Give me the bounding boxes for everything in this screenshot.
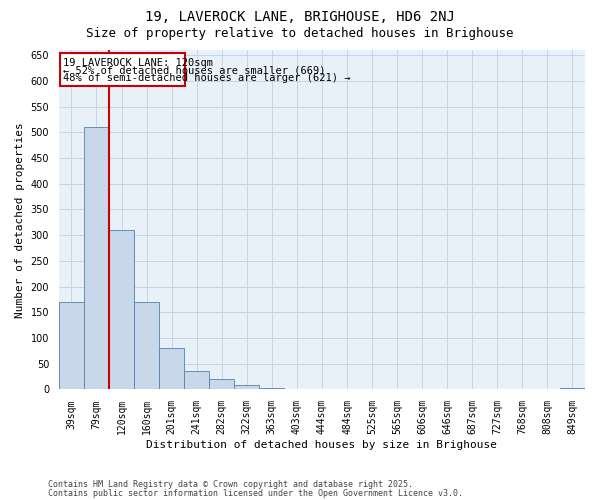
Text: 19, LAVEROCK LANE, BRIGHOUSE, HD6 2NJ: 19, LAVEROCK LANE, BRIGHOUSE, HD6 2NJ bbox=[145, 10, 455, 24]
FancyBboxPatch shape bbox=[60, 52, 185, 86]
Text: Size of property relative to detached houses in Brighouse: Size of property relative to detached ho… bbox=[86, 28, 514, 40]
Text: Contains HM Land Registry data © Crown copyright and database right 2025.: Contains HM Land Registry data © Crown c… bbox=[48, 480, 413, 489]
Bar bbox=[159, 348, 184, 390]
Bar bbox=[234, 386, 259, 390]
Bar bbox=[134, 302, 159, 390]
Bar bbox=[59, 302, 84, 390]
Bar bbox=[209, 379, 234, 390]
X-axis label: Distribution of detached houses by size in Brighouse: Distribution of detached houses by size … bbox=[146, 440, 497, 450]
Text: 48% of semi-detached houses are larger (621) →: 48% of semi-detached houses are larger (… bbox=[62, 73, 350, 83]
Y-axis label: Number of detached properties: Number of detached properties bbox=[15, 122, 25, 318]
Text: Contains public sector information licensed under the Open Government Licence v3: Contains public sector information licen… bbox=[48, 488, 463, 498]
Text: ← 52% of detached houses are smaller (669): ← 52% of detached houses are smaller (66… bbox=[62, 66, 325, 76]
Bar bbox=[184, 372, 209, 390]
Bar bbox=[259, 388, 284, 390]
Bar bbox=[109, 230, 134, 390]
Bar bbox=[84, 127, 109, 390]
Bar bbox=[560, 388, 585, 390]
Text: 19 LAVEROCK LANE: 120sqm: 19 LAVEROCK LANE: 120sqm bbox=[62, 58, 212, 68]
